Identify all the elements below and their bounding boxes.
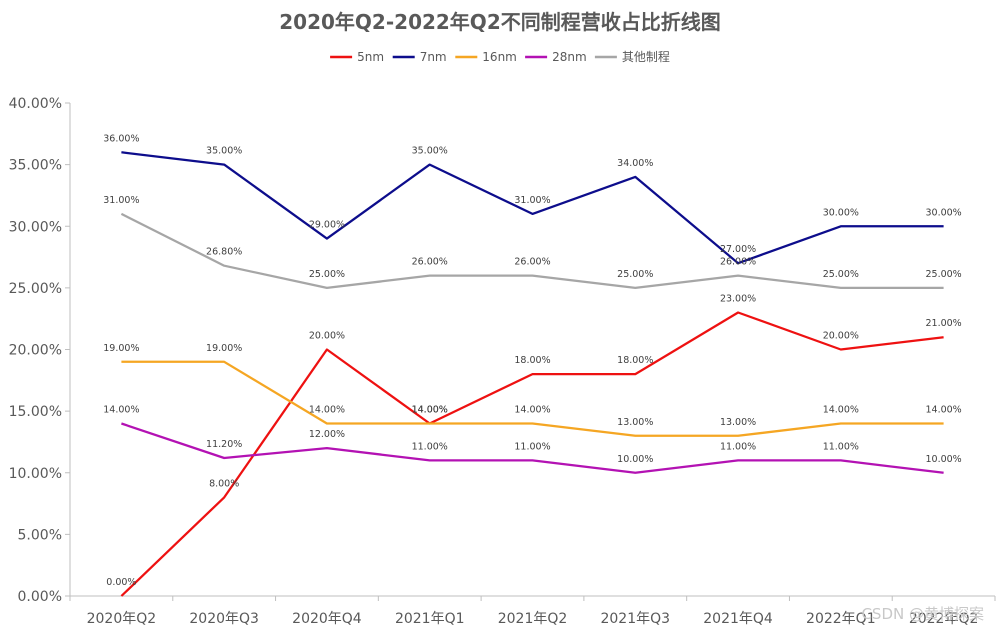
data-label: 18.00%	[514, 355, 550, 366]
data-label: 20.00%	[309, 331, 345, 342]
data-label: 11.00%	[823, 441, 859, 452]
data-label: 10.00%	[925, 454, 961, 465]
data-label: 20.00%	[823, 331, 859, 342]
data-label: 11.20%	[206, 439, 242, 450]
data-label: 31.00%	[514, 195, 550, 206]
data-label: 25.00%	[309, 269, 345, 280]
watermark: CSDN @黄博探案	[861, 605, 984, 623]
data-label: 19.00%	[103, 343, 139, 354]
data-label: 14.00%	[823, 404, 859, 415]
x-tick-label: 2020年Q4	[292, 611, 362, 627]
data-label: 8.00%	[209, 478, 239, 489]
legend-label: 16nm	[482, 50, 517, 64]
data-label: 14.00%	[412, 404, 448, 415]
data-label: 11.00%	[720, 441, 756, 452]
y-tick-label: 20.00%	[9, 343, 62, 359]
data-label: 35.00%	[206, 146, 242, 157]
data-label: 25.00%	[925, 269, 961, 280]
data-label: 13.00%	[617, 417, 653, 428]
series-line-7nm	[121, 151, 944, 265]
x-tick-label: 2022年Q1	[806, 611, 876, 627]
data-label: 26.00%	[514, 257, 550, 268]
series-line-其他制程	[120, 212, 944, 290]
legend-label: 28nm	[552, 50, 587, 64]
chart-title: 2020年Q2-2022年Q2不同制程营收占比折线图	[279, 10, 721, 34]
y-tick-label: 35.00%	[9, 158, 62, 174]
y-tick-label: 25.00%	[9, 281, 62, 297]
series-line-28nm	[121, 422, 944, 474]
data-label: 11.00%	[514, 441, 550, 452]
data-label: 25.00%	[617, 269, 653, 280]
data-label: 11.00%	[412, 441, 448, 452]
x-tick-label: 2021年Q4	[703, 611, 773, 627]
data-label: 34.00%	[617, 158, 653, 169]
data-label: 31.00%	[103, 195, 139, 206]
data-label: 26.80%	[206, 247, 242, 258]
x-tick-label: 2020年Q2	[87, 611, 157, 627]
data-label: 14.00%	[514, 404, 550, 415]
data-label: 18.00%	[617, 355, 653, 366]
x-tick-label: 2021年Q3	[600, 611, 670, 627]
data-label: 0.00%	[106, 577, 136, 588]
data-label: 29.00%	[309, 220, 345, 231]
data-label: 14.00%	[925, 404, 961, 415]
data-label: 26.00%	[720, 257, 756, 268]
y-tick-label: 30.00%	[9, 219, 62, 235]
x-tick-label: 2020年Q3	[189, 611, 259, 627]
data-label: 21.00%	[925, 318, 961, 329]
data-label: 13.00%	[720, 417, 756, 428]
legend-label: 其他制程	[622, 49, 670, 64]
legend-label: 7nm	[420, 50, 447, 64]
y-tick-label: 10.00%	[9, 466, 62, 482]
data-label: 25.00%	[823, 269, 859, 280]
series-line-5nm	[120, 311, 944, 597]
x-tick-label: 2021年Q1	[395, 611, 465, 627]
data-label: 30.00%	[925, 207, 961, 218]
data-label: 10.00%	[617, 454, 653, 465]
y-tick-label: 0.00%	[18, 589, 62, 605]
data-label: 19.00%	[206, 343, 242, 354]
series-line-16nm	[121, 360, 944, 437]
data-label: 35.00%	[412, 146, 448, 157]
data-label: 23.00%	[720, 294, 756, 305]
y-tick-label: 15.00%	[9, 404, 62, 420]
data-label: 26.00%	[412, 257, 448, 268]
y-tick-label: 40.00%	[9, 96, 62, 112]
data-label: 14.00%	[103, 404, 139, 415]
y-tick-label: 5.00%	[18, 527, 62, 543]
data-label: 27.00%	[720, 244, 756, 255]
data-label: 14.00%	[412, 404, 448, 415]
data-label: 12.00%	[309, 429, 345, 440]
data-label: 30.00%	[823, 207, 859, 218]
data-label: 36.00%	[103, 133, 139, 144]
legend-label: 5nm	[357, 50, 384, 64]
x-tick-label: 2021年Q2	[498, 611, 568, 627]
x-tick-label: 2022年Q2	[909, 611, 979, 627]
data-label: 14.00%	[309, 404, 345, 415]
